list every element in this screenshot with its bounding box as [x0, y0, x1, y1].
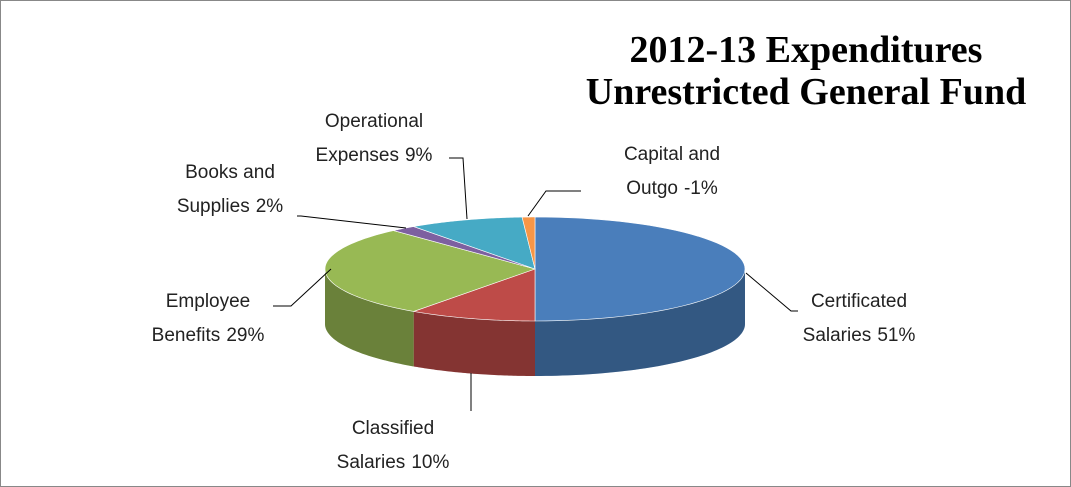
slice-label: Books and Supplies 2% — [165, 156, 295, 224]
pie-slice — [534, 216, 746, 322]
slice-label: Operational Expenses 9% — [304, 105, 444, 173]
value-label: 29% — [226, 325, 265, 346]
category-name: Operational Expenses — [315, 111, 424, 166]
pie-wall-shade — [413, 311, 535, 376]
pie-slice — [412, 216, 536, 270]
category-name: Employee Benefits — [151, 291, 251, 346]
pie-wall — [325, 269, 414, 367]
slice-label: Employee Benefits 29% — [138, 285, 278, 353]
value-label: 2% — [255, 196, 284, 217]
leader-line — [527, 190, 581, 217]
pie-slice — [412, 268, 536, 322]
chart-title: 2012-13 Expenditures Unrestricted Genera… — [585, 29, 1027, 113]
value-label: 9% — [404, 145, 433, 166]
pie-slice — [324, 230, 537, 312]
pie-wall-shade — [535, 269, 745, 376]
value-label: 10% — [411, 452, 450, 473]
pie-wall-shade — [325, 269, 414, 367]
category-name: Books and Supplies — [176, 162, 275, 217]
leader-line — [449, 157, 468, 220]
slice-label: Classified Salaries 10% — [293, 412, 493, 480]
pie-slice — [521, 216, 536, 270]
value-label: 51% — [877, 325, 916, 346]
leader-line — [273, 268, 332, 307]
slice-label: Certificated Salaries 51% — [784, 285, 934, 353]
category-name: Capital and Outgo — [623, 144, 721, 199]
slice-label: Capital and Outgo -1% — [597, 138, 747, 206]
pie-wall — [413, 311, 535, 376]
pie-slice — [393, 226, 536, 270]
category-name: Classified Salaries — [336, 418, 435, 473]
leader-line — [745, 272, 798, 312]
leader-line — [297, 215, 407, 229]
category-name: Certificated Salaries — [802, 291, 908, 346]
pie-wall — [535, 269, 745, 376]
value-label: -1% — [683, 178, 718, 199]
